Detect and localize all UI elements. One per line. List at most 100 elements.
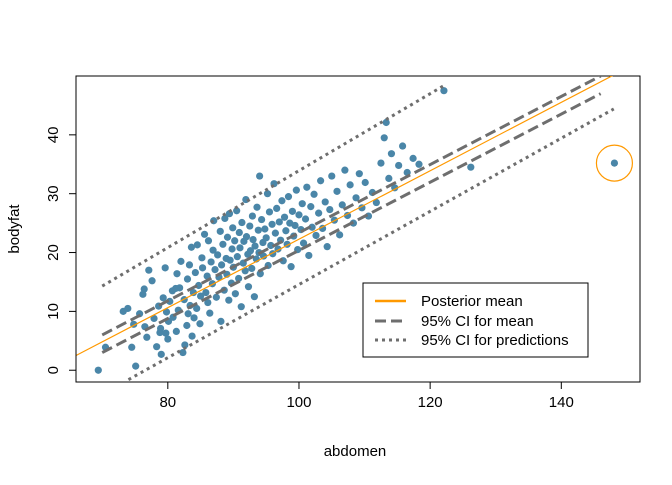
y-tick-label: 10 bbox=[45, 303, 62, 320]
data-point bbox=[204, 237, 213, 245]
mean-ci-lower bbox=[101, 92, 602, 354]
data-point bbox=[467, 163, 475, 171]
data-point bbox=[275, 218, 283, 226]
data-point bbox=[251, 242, 259, 250]
data-point bbox=[189, 288, 197, 297]
data-point bbox=[268, 220, 276, 228]
data-point bbox=[338, 201, 346, 209]
data-point bbox=[278, 197, 286, 205]
data-point bbox=[317, 177, 325, 185]
data-point bbox=[284, 193, 293, 201]
data-point bbox=[250, 293, 258, 301]
data-point bbox=[206, 309, 214, 317]
data-point bbox=[173, 270, 181, 278]
data-point bbox=[164, 335, 172, 343]
data-point bbox=[233, 207, 241, 215]
data-point bbox=[307, 203, 315, 211]
data-point bbox=[387, 150, 396, 158]
y-tick-label: 20 bbox=[45, 244, 62, 261]
data-point bbox=[288, 207, 297, 215]
data-point bbox=[336, 231, 344, 239]
data-point bbox=[157, 350, 165, 358]
axes: 80 100 120 140 0 10 20 30 40 bbox=[45, 127, 574, 411]
mean-ci-upper bbox=[101, 76, 602, 337]
data-point bbox=[382, 118, 390, 127]
data-point bbox=[153, 343, 161, 351]
data-point bbox=[191, 268, 199, 277]
data-point bbox=[214, 251, 222, 259]
data-point bbox=[132, 362, 140, 370]
data-point bbox=[242, 233, 251, 241]
data-point bbox=[287, 263, 295, 271]
data-point bbox=[216, 227, 224, 235]
data-point bbox=[249, 235, 257, 244]
data-point bbox=[197, 292, 205, 300]
data-point bbox=[172, 327, 180, 335]
data-point bbox=[228, 245, 236, 253]
data-point bbox=[212, 293, 220, 301]
data-point bbox=[223, 233, 232, 241]
data-point bbox=[145, 266, 153, 274]
x-tick-label: 80 bbox=[159, 394, 176, 411]
plot-area bbox=[76, 76, 634, 381]
data-point bbox=[303, 183, 311, 191]
data-point bbox=[176, 284, 184, 292]
data-point bbox=[196, 320, 204, 328]
data-point bbox=[248, 212, 257, 220]
data-point bbox=[256, 270, 264, 278]
data-point bbox=[211, 266, 219, 274]
prediction-interval-upper bbox=[101, 84, 445, 288]
x-tick-label: 100 bbox=[286, 394, 311, 411]
data-point bbox=[323, 243, 331, 251]
x-tick-label: 140 bbox=[549, 394, 574, 411]
data-point bbox=[305, 251, 313, 260]
data-point bbox=[204, 298, 212, 307]
data-point bbox=[183, 275, 192, 283]
data-point bbox=[187, 243, 196, 251]
data-point bbox=[395, 161, 403, 170]
data-point bbox=[346, 181, 354, 189]
data-point bbox=[298, 200, 306, 208]
prediction-interval-lower bbox=[127, 107, 615, 381]
data-point bbox=[257, 215, 266, 224]
data-point bbox=[282, 227, 290, 235]
data-point bbox=[148, 277, 156, 285]
data-point bbox=[261, 225, 269, 233]
data-point bbox=[301, 215, 310, 223]
data-point bbox=[241, 267, 249, 275]
data-point bbox=[217, 317, 225, 325]
data-point bbox=[292, 186, 300, 194]
data-point bbox=[161, 264, 169, 272]
data-point bbox=[207, 258, 215, 266]
data-point bbox=[244, 283, 253, 291]
data-point bbox=[372, 198, 380, 207]
y-axis-label: bodyfat bbox=[6, 204, 23, 254]
data-point bbox=[321, 198, 329, 206]
data-point bbox=[280, 213, 289, 221]
data-point bbox=[267, 241, 275, 250]
data-point bbox=[308, 223, 316, 231]
data-point bbox=[162, 329, 170, 337]
data-point bbox=[184, 310, 192, 318]
data-point bbox=[352, 194, 360, 202]
y-tick-label: 30 bbox=[45, 185, 62, 202]
data-point bbox=[150, 314, 158, 323]
data-point bbox=[143, 333, 151, 341]
data-point bbox=[237, 303, 245, 311]
legend-label-ci-predictions: 95% CI for predictions bbox=[421, 332, 569, 349]
data-point bbox=[326, 205, 334, 214]
x-axis-label: abdomen bbox=[324, 443, 387, 460]
legend-label-posterior-mean: Posterior mean bbox=[421, 293, 523, 310]
data-point bbox=[217, 261, 226, 269]
data-point bbox=[183, 321, 191, 330]
data-point bbox=[355, 170, 363, 178]
data-point bbox=[229, 224, 237, 232]
data-point bbox=[221, 214, 229, 223]
data-point bbox=[159, 294, 167, 302]
data-point bbox=[271, 229, 279, 237]
data-point bbox=[200, 230, 209, 238]
y-tick-label: 0 bbox=[45, 366, 62, 374]
data-point bbox=[226, 256, 234, 264]
data-point bbox=[263, 190, 272, 198]
